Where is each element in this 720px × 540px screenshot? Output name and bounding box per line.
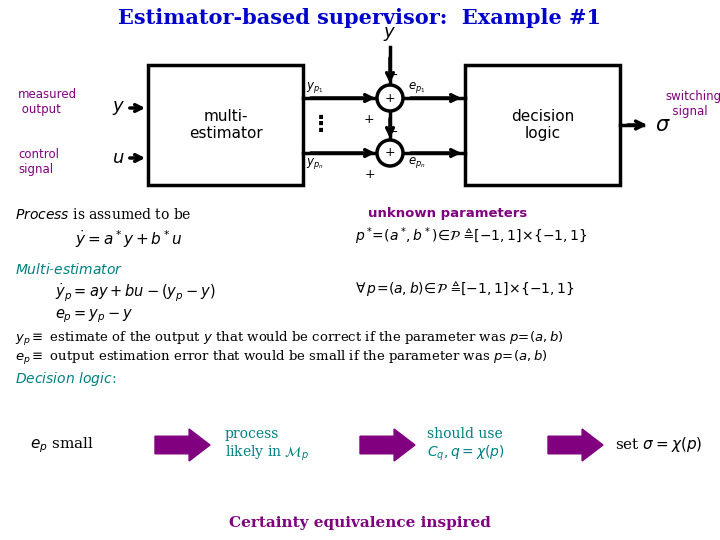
Text: $e_{p_1}$: $e_{p_1}$ (408, 80, 426, 95)
Text: $y_{p_n}$: $y_{p_n}$ (306, 156, 324, 171)
Polygon shape (155, 429, 210, 461)
Polygon shape (548, 429, 603, 461)
Text: −: − (388, 126, 398, 139)
Circle shape (377, 85, 403, 111)
Text: measured
 output: measured output (18, 88, 77, 116)
Circle shape (377, 140, 403, 166)
Text: process
likely in $\mathcal{M}_p$: process likely in $\mathcal{M}_p$ (225, 427, 309, 463)
Text: decision
logic: decision logic (511, 109, 574, 141)
Text: $\mathit{Process}$ is assumed to be: $\mathit{Process}$ is assumed to be (15, 207, 192, 222)
Text: Estimator-based supervisor:  Example #1: Estimator-based supervisor: Example #1 (119, 8, 601, 28)
Text: $y_{p_1}$: $y_{p_1}$ (306, 80, 323, 95)
Text: $\sigma$: $\sigma$ (655, 115, 671, 135)
Text: $\mathit{y}$: $\mathit{y}$ (383, 25, 397, 43)
Text: $\forall\, p\!=\!(a,b)\!\in\!\mathcal{P}\,\mathscr{\triangleq}\![-1,1]\!\times\!: $\forall\, p\!=\!(a,b)\!\in\!\mathcal{P}… (355, 278, 575, 298)
Text: $y_p \equiv$ estimate of the output $y$ that would be correct if the parameter w: $y_p \equiv$ estimate of the output $y$ … (15, 330, 564, 348)
Text: +: + (364, 113, 374, 126)
Text: $e_p$ small: $e_p$ small (30, 435, 94, 455)
Text: switching
  signal: switching signal (665, 90, 720, 118)
Text: $e_p \equiv$ output estimation error that would be small if the parameter was $p: $e_p \equiv$ output estimation error tha… (15, 349, 548, 367)
Bar (465, 65, 620, 185)
Text: $\mathit{u}$: $\mathit{u}$ (112, 149, 125, 167)
Text: $e_{p_n}$: $e_{p_n}$ (408, 155, 426, 170)
Text: +: + (384, 146, 395, 159)
Text: $\dot{y}_p = ay + bu - (y_p - y)$: $\dot{y}_p = ay + bu - (y_p - y)$ (55, 282, 215, 305)
Text: should use
$C_q, q = \chi(p)$: should use $C_q, q = \chi(p)$ (427, 427, 505, 463)
Text: set $\sigma = \chi(p)$: set $\sigma = \chi(p)$ (615, 435, 703, 455)
Polygon shape (360, 429, 415, 461)
Text: $\dot{y} = a^*y + b^*u$: $\dot{y} = a^*y + b^*u$ (75, 228, 183, 249)
Text: $\mathit{Decision\ logic}$:: $\mathit{Decision\ logic}$: (15, 370, 117, 388)
Text: $\mathit{y}$: $\mathit{y}$ (112, 99, 125, 117)
Text: +: + (364, 168, 375, 181)
Text: control
signal: control signal (18, 148, 59, 176)
Text: ⋮: ⋮ (310, 115, 332, 135)
Bar (148, 65, 303, 185)
Text: −: − (388, 69, 398, 82)
Text: unknown parameters: unknown parameters (368, 207, 527, 220)
Text: $p^*\!\!=\!(a^*\!,b^*)\!\in\!\mathcal{P}\,\mathscr{\triangleq}\![-1,1]\!\times\!: $p^*\!\!=\!(a^*\!,b^*)\!\in\!\mathcal{P}… (355, 226, 588, 247)
Text: Certainty equivalence inspired: Certainty equivalence inspired (229, 516, 491, 530)
Text: +: + (384, 91, 395, 105)
Text: multi-
estimator: multi- estimator (189, 109, 262, 141)
Text: $e_p = y_p - y$: $e_p = y_p - y$ (55, 307, 133, 325)
Text: $\mathit{Multi}$-$\mathit{estimator}$: $\mathit{Multi}$-$\mathit{estimator}$ (15, 262, 123, 277)
